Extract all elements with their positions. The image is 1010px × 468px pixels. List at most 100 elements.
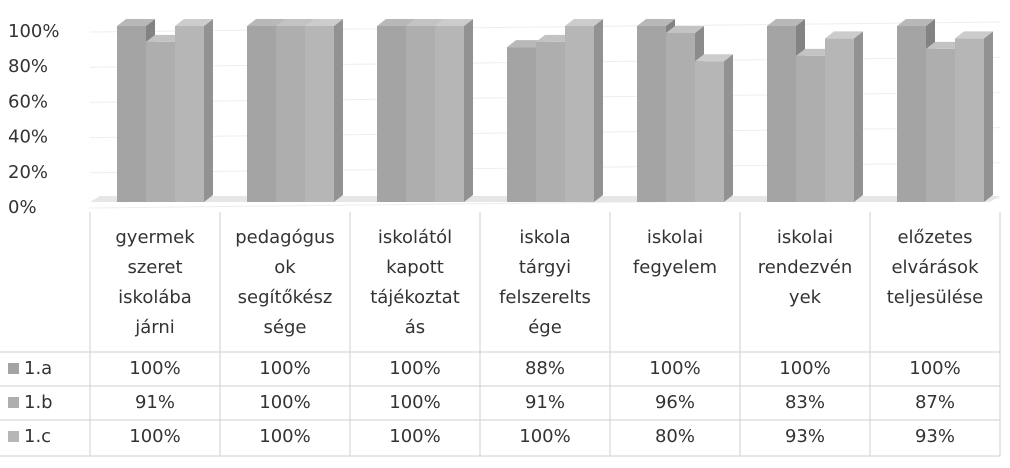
bar bbox=[175, 19, 213, 202]
x-tick-label: ok bbox=[274, 257, 296, 278]
value-label: 100% bbox=[779, 358, 830, 379]
x-tick-label: járni bbox=[134, 317, 175, 338]
bar-face bbox=[247, 26, 276, 202]
legend-label: 1.c bbox=[24, 426, 51, 447]
bar-face bbox=[117, 19, 155, 26]
bar-face bbox=[146, 34, 184, 42]
bar-face bbox=[796, 55, 825, 202]
bar-face bbox=[377, 26, 406, 202]
x-tick-label: előzetes bbox=[897, 227, 972, 248]
x-tick-label: iskolai bbox=[777, 227, 833, 248]
bar-face bbox=[695, 61, 724, 203]
bar-face bbox=[435, 26, 464, 202]
x-tick-label: tárgyi bbox=[519, 257, 571, 278]
x-tick-label: sége bbox=[264, 317, 307, 338]
grid-line bbox=[89, 21, 1001, 33]
bar bbox=[695, 54, 733, 203]
value-label: 93% bbox=[785, 426, 825, 447]
bar-face bbox=[926, 41, 964, 49]
bar-face bbox=[507, 40, 545, 48]
bar-face bbox=[854, 31, 863, 202]
y-tick-label: 0% bbox=[8, 197, 37, 218]
value-label: 80% bbox=[655, 426, 695, 447]
value-label: 96% bbox=[655, 392, 695, 413]
bar-face bbox=[637, 19, 675, 26]
bar-face bbox=[305, 26, 334, 202]
legend-label: 1.b bbox=[24, 392, 53, 413]
bar-face bbox=[666, 33, 695, 202]
value-label: 88% bbox=[525, 358, 565, 379]
bar-face bbox=[204, 19, 213, 202]
bar bbox=[825, 31, 863, 202]
x-tick-label: fegyelem bbox=[633, 257, 717, 278]
value-label: 100% bbox=[519, 426, 570, 447]
bar-face bbox=[406, 26, 435, 202]
bar-face bbox=[565, 19, 603, 26]
bar-face bbox=[955, 31, 993, 39]
bar-face bbox=[565, 26, 594, 202]
bar-face bbox=[767, 19, 805, 26]
bar-face bbox=[897, 19, 935, 26]
value-label: 100% bbox=[389, 426, 440, 447]
value-label: 100% bbox=[909, 358, 960, 379]
bar-face bbox=[276, 26, 305, 202]
bar-face bbox=[175, 26, 204, 202]
value-label: 87% bbox=[915, 392, 955, 413]
y-tick-label: 60% bbox=[8, 91, 48, 112]
x-tick-label: felszerelts bbox=[499, 287, 591, 308]
bar-face bbox=[377, 19, 415, 26]
bar-face bbox=[984, 31, 993, 202]
bar-face bbox=[666, 26, 704, 34]
value-label: 93% bbox=[915, 426, 955, 447]
bar-face bbox=[536, 34, 574, 42]
x-tick-label: elvárások bbox=[891, 257, 979, 278]
value-label: 83% bbox=[785, 392, 825, 413]
legend-label: 1.a bbox=[24, 358, 52, 379]
x-tick-label: teljesülése bbox=[887, 287, 984, 308]
x-tick-label: iskolai bbox=[647, 227, 703, 248]
bar-face bbox=[724, 54, 733, 203]
x-tick-label: segítőkész bbox=[238, 287, 333, 308]
bar-face bbox=[276, 19, 314, 26]
bar-face bbox=[897, 26, 926, 202]
bar-face bbox=[825, 38, 854, 202]
x-tick-label: iskola bbox=[519, 227, 570, 248]
bar-face bbox=[796, 48, 834, 56]
value-label: 100% bbox=[259, 426, 310, 447]
value-label: 100% bbox=[129, 358, 180, 379]
x-tick-label: kapott bbox=[386, 257, 444, 278]
bar-face bbox=[695, 54, 733, 62]
value-label: 100% bbox=[389, 358, 440, 379]
value-label: 100% bbox=[389, 392, 440, 413]
y-tick-label: 20% bbox=[8, 162, 48, 183]
bar-face bbox=[305, 19, 343, 26]
bar-face bbox=[247, 19, 285, 26]
value-label: 91% bbox=[525, 392, 565, 413]
bar-face bbox=[536, 41, 565, 203]
x-tick-label: ás bbox=[405, 317, 425, 338]
bar bbox=[305, 19, 343, 202]
legend-key bbox=[8, 431, 19, 442]
value-label: 100% bbox=[129, 426, 180, 447]
bar bbox=[565, 19, 603, 202]
bar-face bbox=[334, 19, 343, 202]
x-tick-label: szeret bbox=[127, 257, 182, 278]
bar-face bbox=[955, 38, 984, 202]
bar-face bbox=[825, 31, 863, 39]
bar-face bbox=[146, 41, 175, 203]
value-label: 100% bbox=[259, 358, 310, 379]
bar-face bbox=[464, 19, 473, 202]
y-tick-label: 40% bbox=[8, 127, 48, 148]
value-label: 91% bbox=[135, 392, 175, 413]
x-tick-label: iskolába bbox=[118, 287, 192, 308]
x-tick-label: rendezvén bbox=[758, 257, 853, 278]
x-tick-label: iskolától bbox=[378, 227, 452, 248]
bar-face bbox=[926, 48, 955, 202]
bar-face bbox=[594, 19, 603, 202]
x-tick-label: gyermek bbox=[115, 227, 195, 248]
bar-face bbox=[175, 19, 213, 26]
bar bbox=[955, 31, 993, 202]
legend-key bbox=[8, 397, 19, 408]
bar bbox=[435, 19, 473, 202]
